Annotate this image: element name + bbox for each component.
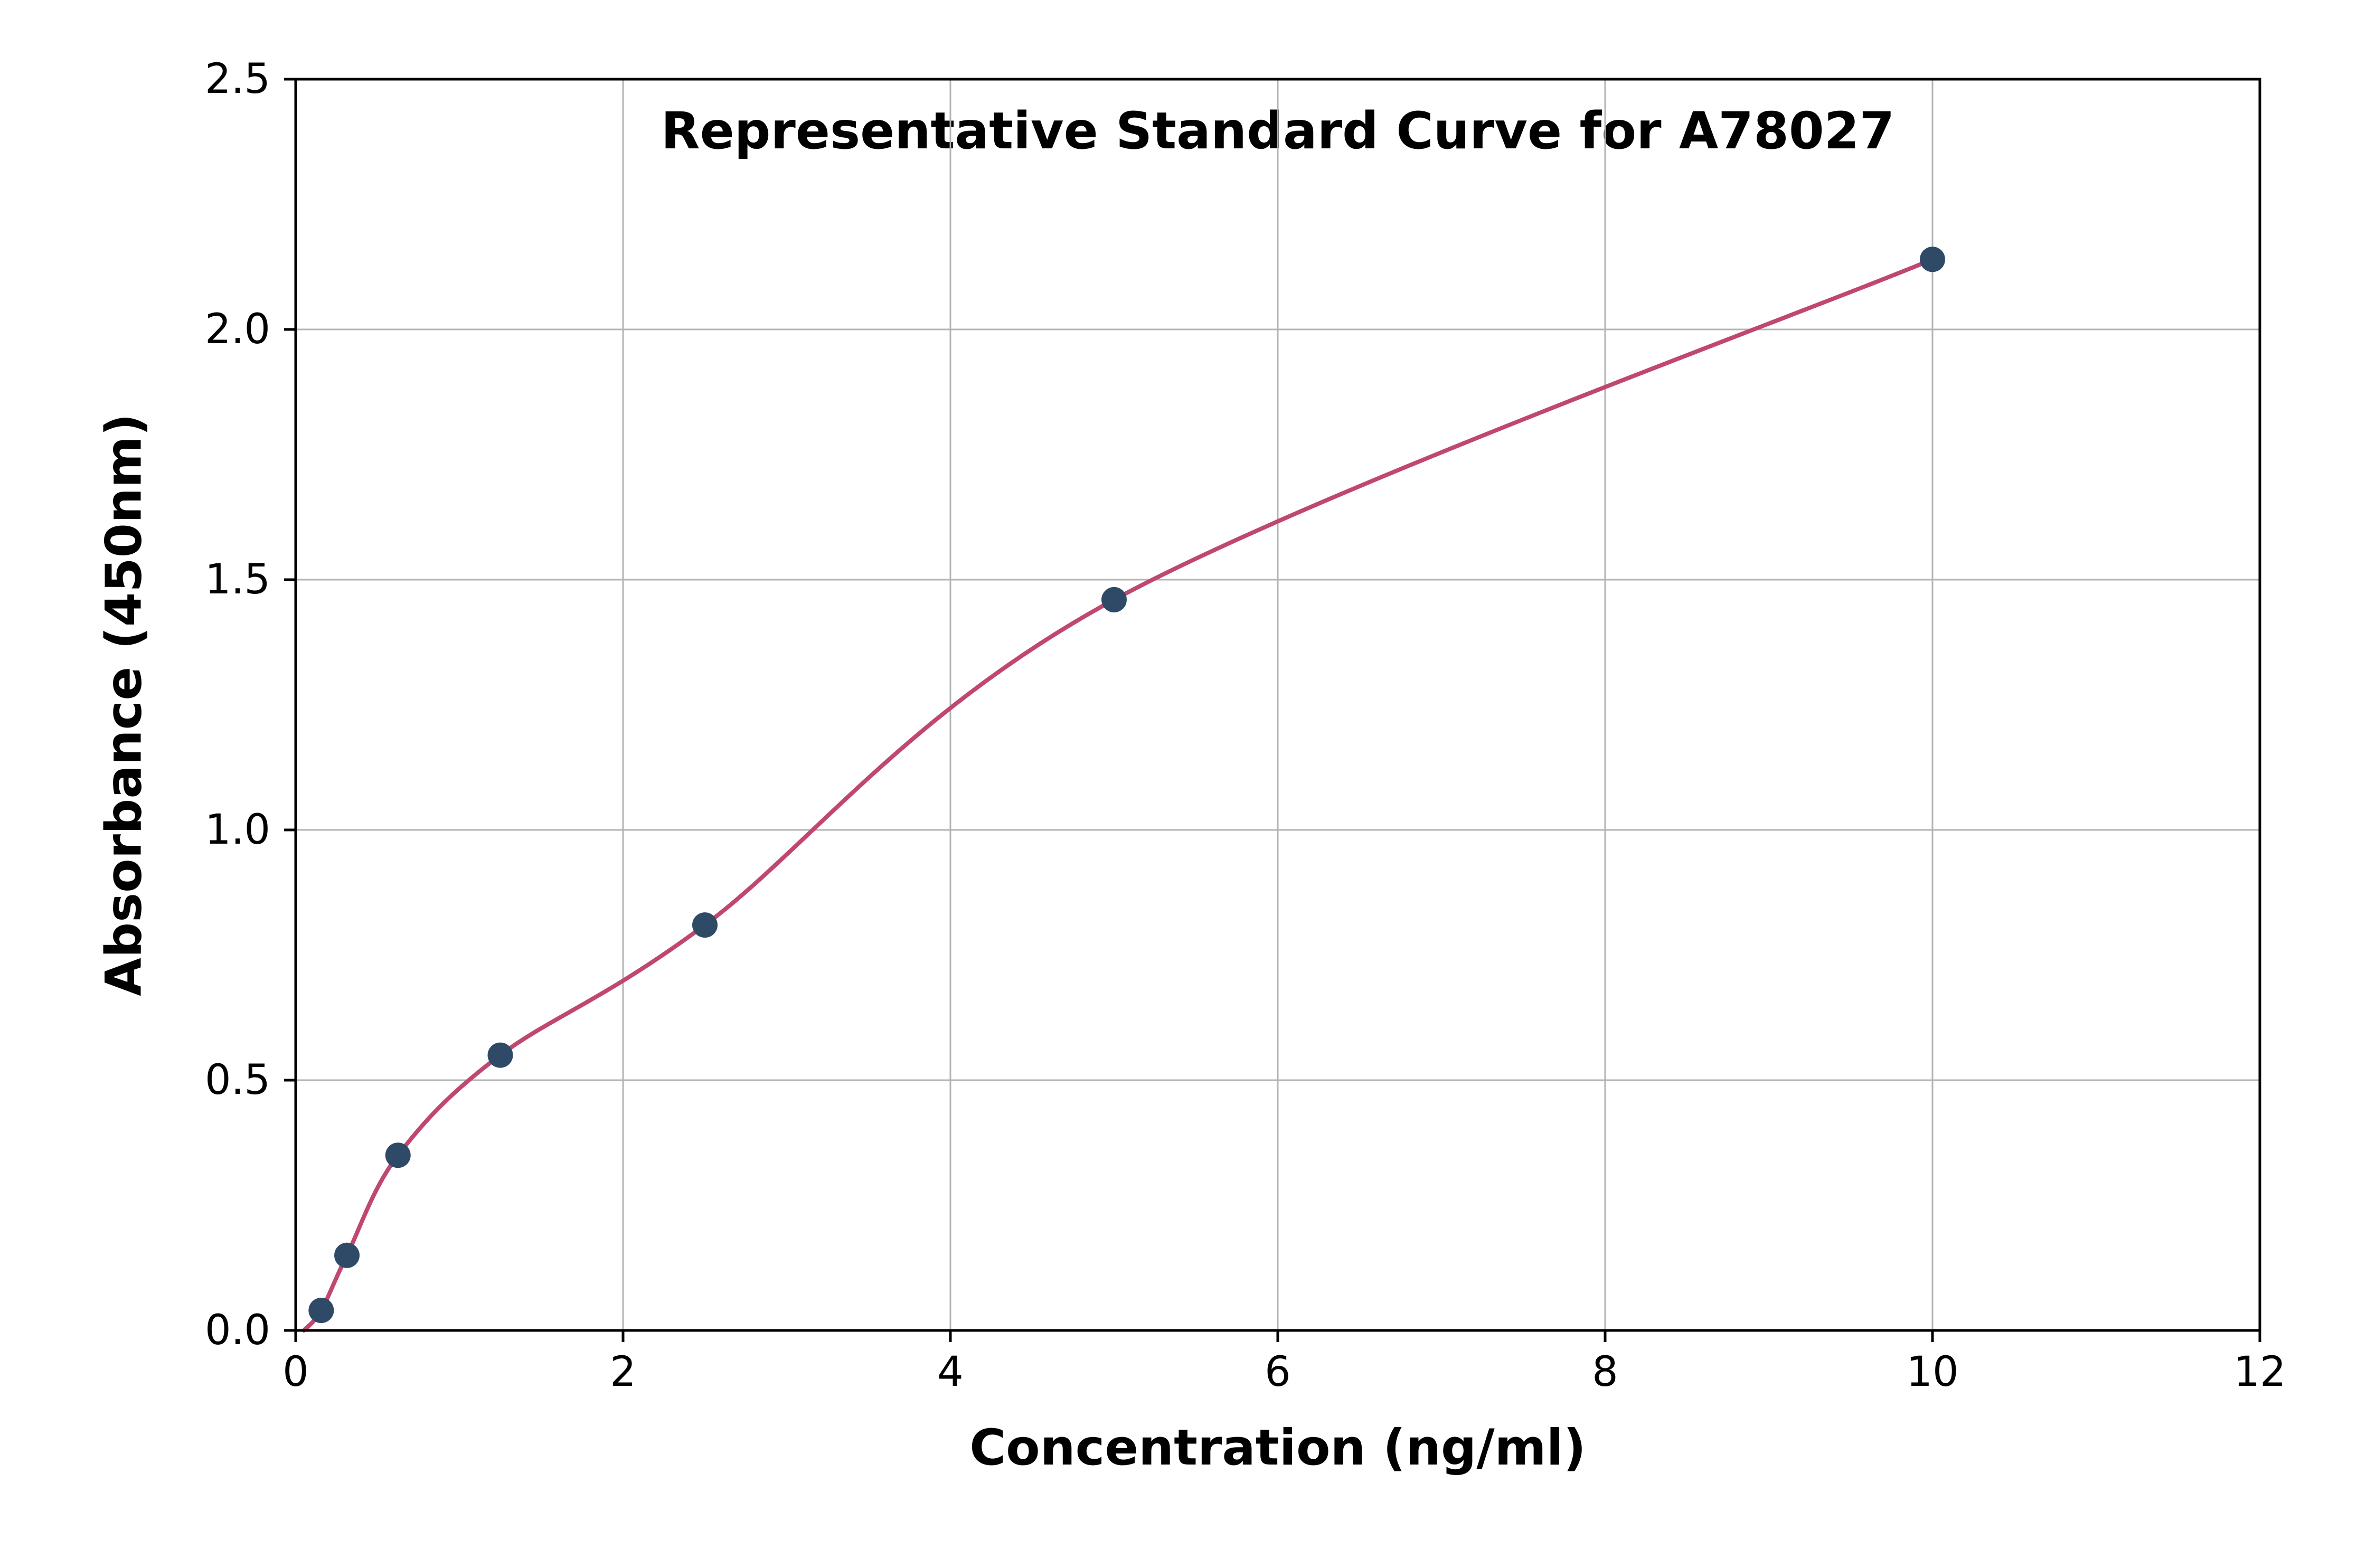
data-point — [334, 1242, 360, 1268]
x-tick-label: 4 — [937, 1348, 964, 1396]
x-tick-label: 2 — [610, 1348, 636, 1396]
x-axis-label: Concentration (ng/ml) — [969, 1419, 1586, 1477]
y-tick-label: 0.5 — [205, 1056, 270, 1104]
y-tick-label: 0.0 — [205, 1307, 270, 1354]
y-tick-label: 1.0 — [205, 806, 270, 854]
data-point — [487, 1042, 513, 1068]
x-tick-label: 0 — [282, 1348, 309, 1396]
data-point — [1101, 587, 1127, 612]
data-point — [1920, 247, 1945, 272]
x-tick-label: 6 — [1265, 1348, 1291, 1396]
data-point — [385, 1142, 411, 1168]
data-point — [692, 912, 718, 938]
fitted-curve — [301, 257, 1935, 1333]
data-point — [308, 1298, 334, 1324]
x-tick-label: 12 — [2233, 1348, 2286, 1396]
y-tick-label: 1.5 — [205, 556, 270, 603]
x-tick-label: 10 — [1906, 1348, 1958, 1396]
y-tick-label: 2.5 — [205, 55, 270, 103]
x-tick-label: 8 — [1592, 1348, 1618, 1396]
y-tick-label: 2.0 — [205, 306, 270, 353]
